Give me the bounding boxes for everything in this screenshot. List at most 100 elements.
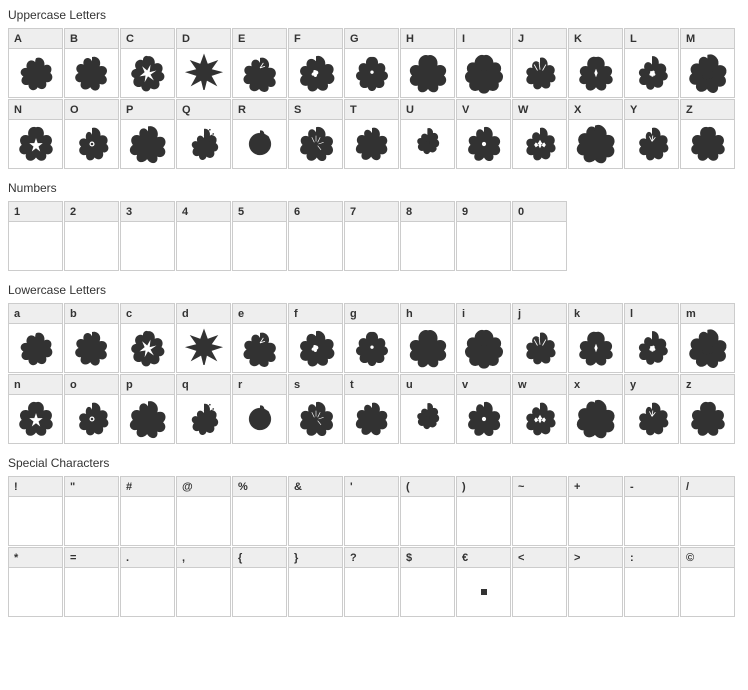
cell-label: K xyxy=(569,29,622,49)
glyph-empty xyxy=(121,222,174,270)
glyph-flower-icon xyxy=(681,49,734,97)
character-cell: R xyxy=(232,99,287,169)
glyph-flower-icon xyxy=(681,395,734,443)
character-cell: U xyxy=(400,99,455,169)
glyph-flower-icon xyxy=(513,49,566,97)
character-grid: ABCDEFGHIJKLMNOPQRSTUVWXYZ xyxy=(8,28,740,169)
cell-label: b xyxy=(65,304,118,324)
character-cell: G xyxy=(344,28,399,98)
cell-label: Q xyxy=(177,100,230,120)
cell-label: > xyxy=(569,548,622,568)
cell-label: $ xyxy=(401,548,454,568)
character-cell: Y xyxy=(624,99,679,169)
cell-label: c xyxy=(121,304,174,324)
cell-label: u xyxy=(401,375,454,395)
cell-label: / xyxy=(681,477,734,497)
glyph-empty xyxy=(289,497,342,545)
cell-label: T xyxy=(345,100,398,120)
glyph-flower-icon xyxy=(177,324,230,372)
character-grid: !"#@%&'()~+-/*=.,{}?$€<>:© xyxy=(8,476,740,617)
cell-label: V xyxy=(457,100,510,120)
glyph-flower-icon xyxy=(65,395,118,443)
cell-label: Z xyxy=(681,100,734,120)
cell-label: e xyxy=(233,304,286,324)
glyph-empty xyxy=(121,497,174,545)
cell-label: ~ xyxy=(513,477,566,497)
cell-label: A xyxy=(9,29,62,49)
cell-label: 4 xyxy=(177,202,230,222)
character-cell: F xyxy=(288,28,343,98)
glyph-empty xyxy=(233,568,286,616)
character-grid: abcdefghijklmnopqrstuvwxyz xyxy=(8,303,740,444)
character-cell: I xyxy=(456,28,511,98)
character-cell: 0 xyxy=(512,201,567,271)
cell-label: G xyxy=(345,29,398,49)
character-cell: a xyxy=(8,303,63,373)
glyph-empty xyxy=(345,568,398,616)
character-cell: s xyxy=(288,374,343,444)
character-cell: ! xyxy=(8,476,63,546)
character-cell: c xyxy=(120,303,175,373)
character-cell: 9 xyxy=(456,201,511,271)
section-title: Special Characters xyxy=(8,456,740,470)
character-cell: @ xyxy=(176,476,231,546)
character-cell: + xyxy=(568,476,623,546)
cell-label: n xyxy=(9,375,62,395)
glyph-flower-icon xyxy=(625,324,678,372)
character-cell: T xyxy=(344,99,399,169)
cell-label: @ xyxy=(177,477,230,497)
glyph-flower-icon xyxy=(625,120,678,168)
character-cell: t xyxy=(344,374,399,444)
cell-label: t xyxy=(345,375,398,395)
glyph-dot xyxy=(457,568,510,616)
cell-label: E xyxy=(233,29,286,49)
cell-label: R xyxy=(233,100,286,120)
character-cell: g xyxy=(344,303,399,373)
cell-label: d xyxy=(177,304,230,324)
glyph-empty xyxy=(681,568,734,616)
cell-label: p xyxy=(121,375,174,395)
character-cell: v xyxy=(456,374,511,444)
cell-label: a xyxy=(9,304,62,324)
character-cell: P xyxy=(120,99,175,169)
cell-label: & xyxy=(289,477,342,497)
cell-label: L xyxy=(625,29,678,49)
glyph-flower-icon xyxy=(177,49,230,97)
glyph-flower-icon xyxy=(289,49,342,97)
cell-label: 9 xyxy=(457,202,510,222)
character-cell: f xyxy=(288,303,343,373)
cell-label: , xyxy=(177,548,230,568)
glyph-empty xyxy=(65,497,118,545)
cell-label: M xyxy=(681,29,734,49)
glyph-empty xyxy=(9,222,62,270)
cell-label: o xyxy=(65,375,118,395)
glyph-flower-icon xyxy=(681,324,734,372)
glyph-empty xyxy=(345,222,398,270)
cell-label: X xyxy=(569,100,622,120)
cell-label: W xyxy=(513,100,566,120)
glyph-empty xyxy=(401,568,454,616)
section-title: Uppercase Letters xyxy=(8,8,740,22)
glyph-flower-icon xyxy=(233,49,286,97)
cell-label: + xyxy=(569,477,622,497)
glyph-flower-icon xyxy=(625,49,678,97)
glyph-empty xyxy=(513,497,566,545)
character-cell: = xyxy=(64,547,119,617)
character-cell: ) xyxy=(456,476,511,546)
glyph-flower-icon xyxy=(625,395,678,443)
glyph-empty xyxy=(625,497,678,545)
character-cell: > xyxy=(568,547,623,617)
character-cell: J xyxy=(512,28,567,98)
character-cell: 5 xyxy=(232,201,287,271)
cell-label: z xyxy=(681,375,734,395)
glyph-empty xyxy=(401,497,454,545)
glyph-flower-icon xyxy=(345,49,398,97)
cell-label: w xyxy=(513,375,566,395)
glyph-flower-icon xyxy=(401,324,454,372)
character-cell: 4 xyxy=(176,201,231,271)
glyph-flower-icon xyxy=(401,395,454,443)
glyph-flower-icon xyxy=(289,395,342,443)
character-cell: } xyxy=(288,547,343,617)
cell-label: ? xyxy=(345,548,398,568)
glyph-flower-icon xyxy=(681,120,734,168)
